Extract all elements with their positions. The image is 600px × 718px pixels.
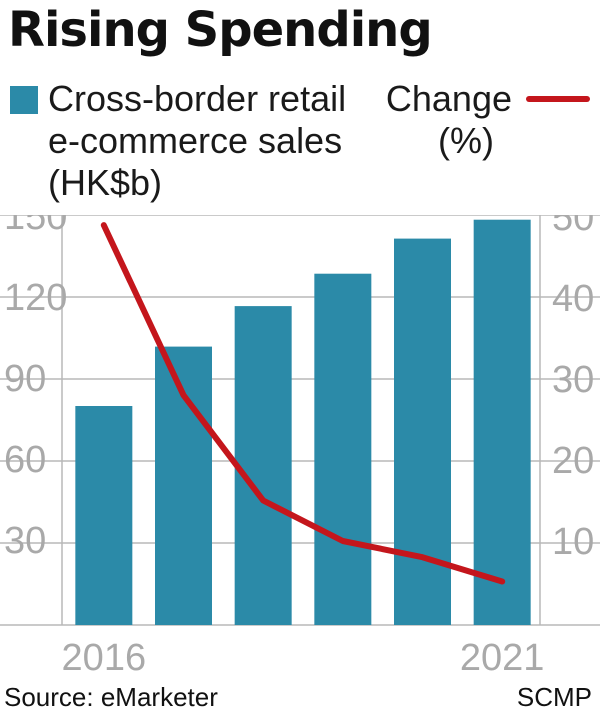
- left-axis-ticks: 30 60 90 120 150: [4, 215, 67, 562]
- right-tick-label: 50: [552, 215, 594, 239]
- credit: SCMP: [516, 682, 592, 712]
- right-axis-ticks: 10 20 30 40 50: [552, 215, 594, 563]
- legend-line: Change (%): [386, 78, 590, 162]
- legend-line-unit: (%): [438, 120, 494, 161]
- right-tick-label: 40: [552, 278, 594, 320]
- legend-bar-label: Cross-border retail e-commerce sales (HK…: [48, 78, 347, 203]
- footer: Source: eMarketer SCMP: [0, 680, 600, 718]
- source-note: Source: eMarketer: [4, 682, 218, 712]
- chart: 30 60 90 120 150 10 20 30 40 50 2016 2021: [0, 215, 600, 679]
- right-tick-label: 20: [552, 440, 594, 482]
- right-tick-label: 30: [552, 359, 594, 401]
- x-tick-label: 2021: [460, 637, 545, 679]
- right-tick-label: 10: [552, 521, 594, 563]
- legend-line-label: Change: [385, 78, 512, 119]
- left-tick-label: 120: [4, 277, 67, 319]
- left-tick-label: 30: [4, 520, 46, 562]
- bar: [394, 238, 451, 625]
- legend-bars: Cross-border retail e-commerce sales (HK…: [10, 78, 368, 204]
- legend-line-swatch: [526, 96, 590, 102]
- bar: [75, 406, 133, 625]
- change-line: [100, 222, 506, 585]
- left-tick-label: 150: [4, 215, 67, 238]
- x-tick-label: 2016: [62, 637, 147, 679]
- chart-title: Rising Spending: [8, 2, 433, 58]
- bar: [314, 273, 372, 625]
- bars: [75, 219, 531, 625]
- x-axis-ticks: 2016 2021: [62, 637, 545, 679]
- left-tick-label: 60: [4, 439, 46, 481]
- left-tick-label: 90: [4, 358, 46, 400]
- bar: [473, 219, 531, 625]
- bar: [234, 306, 292, 625]
- legend-bar-swatch: [10, 86, 38, 114]
- change-line-path: [100, 222, 506, 585]
